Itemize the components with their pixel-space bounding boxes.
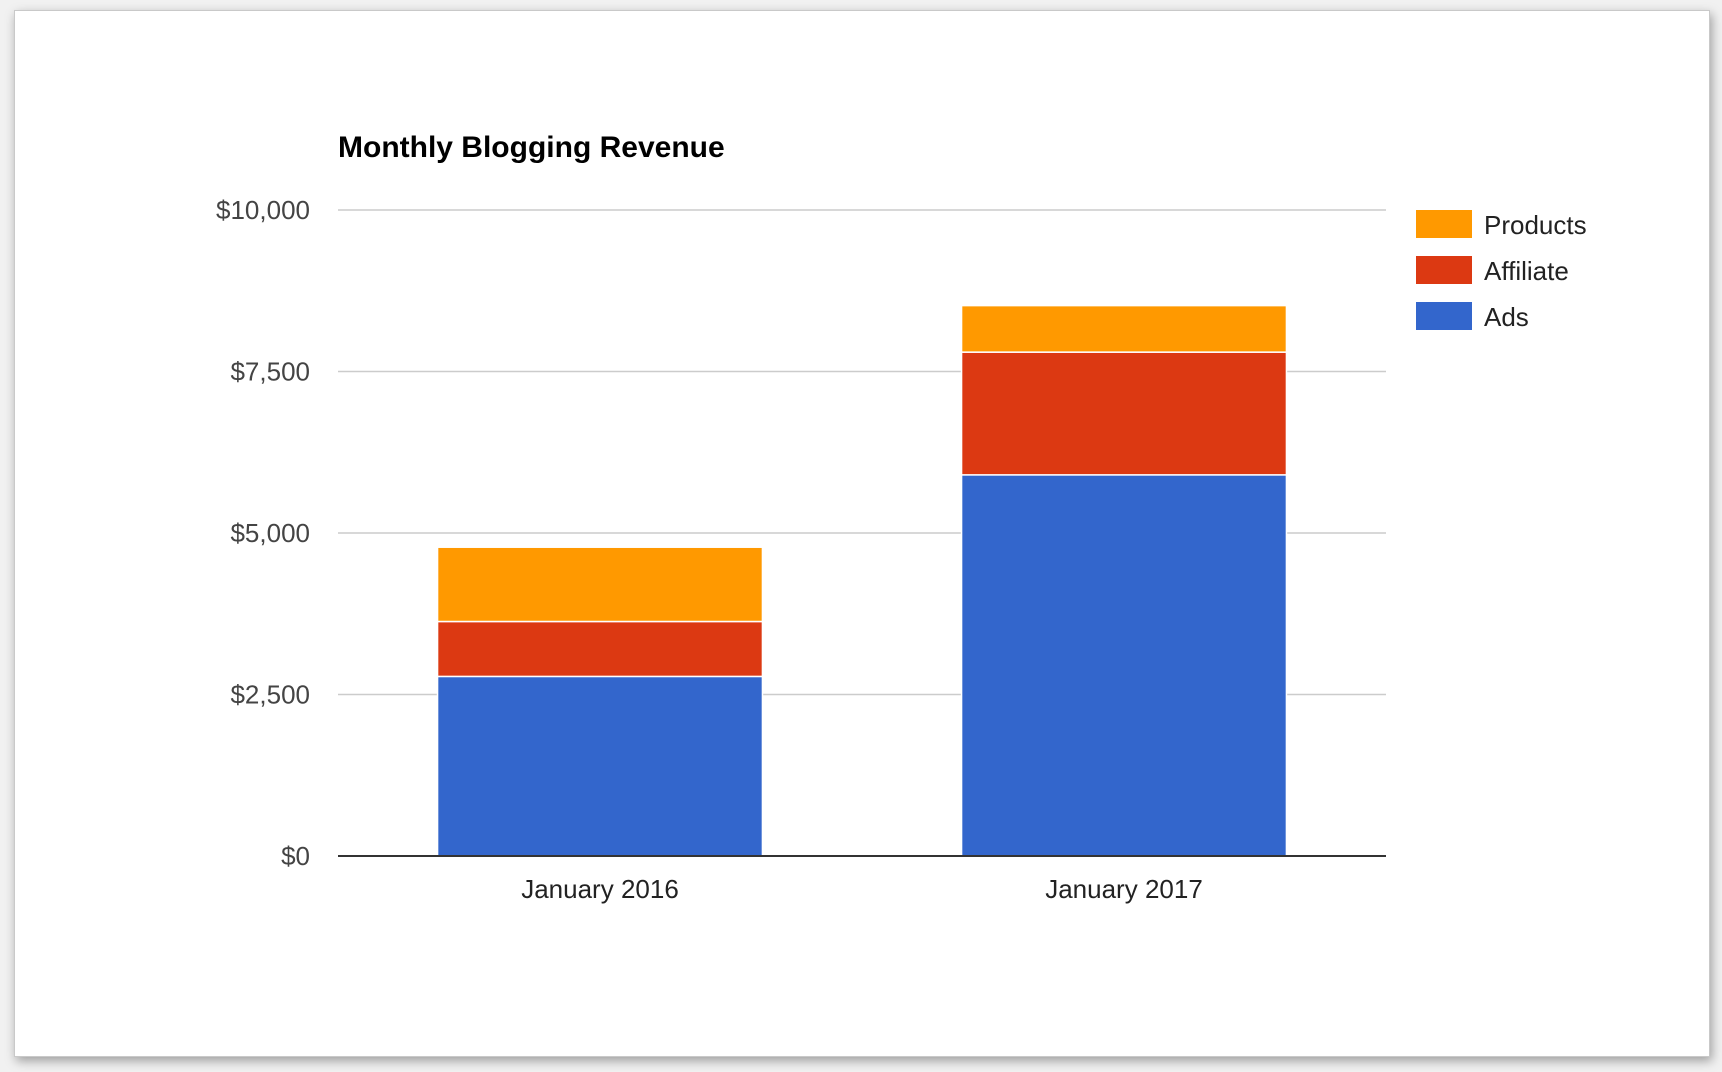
legend-label-products: Products [1484, 210, 1587, 240]
x-tick-label: January 2017 [1045, 874, 1203, 904]
bar-segment-ads [436, 675, 764, 857]
legend-swatch-affiliate [1416, 256, 1472, 284]
legend-label-affiliate: Affiliate [1484, 256, 1569, 286]
legend: Products Affiliate Ads [1416, 210, 1587, 332]
y-tick-label: $7,500 [230, 357, 310, 387]
y-tick-label: $2,500 [230, 680, 310, 710]
y-tick-label: $0 [281, 841, 310, 871]
y-tick-label: $5,000 [230, 518, 310, 548]
bar-segment-products [960, 304, 1288, 353]
x-tick-label: January 2016 [521, 874, 679, 904]
bars [436, 304, 1288, 857]
bar-segment-products [436, 546, 764, 623]
legend-swatch-products [1416, 210, 1472, 238]
legend-label-ads: Ads [1484, 302, 1529, 332]
legend-swatch-ads [1416, 302, 1472, 330]
bar-segment-affiliate [960, 351, 1288, 476]
y-tick-label: $10,000 [216, 195, 310, 225]
bar-segment-ads [960, 474, 1288, 857]
axes: $0 $2,500 $5,000 $7,500 $10,000 January 2016 J… [216, 195, 1386, 904]
chart-title: Monthly Blogging Revenue [338, 131, 725, 164]
bar-segment-affiliate [436, 620, 764, 678]
